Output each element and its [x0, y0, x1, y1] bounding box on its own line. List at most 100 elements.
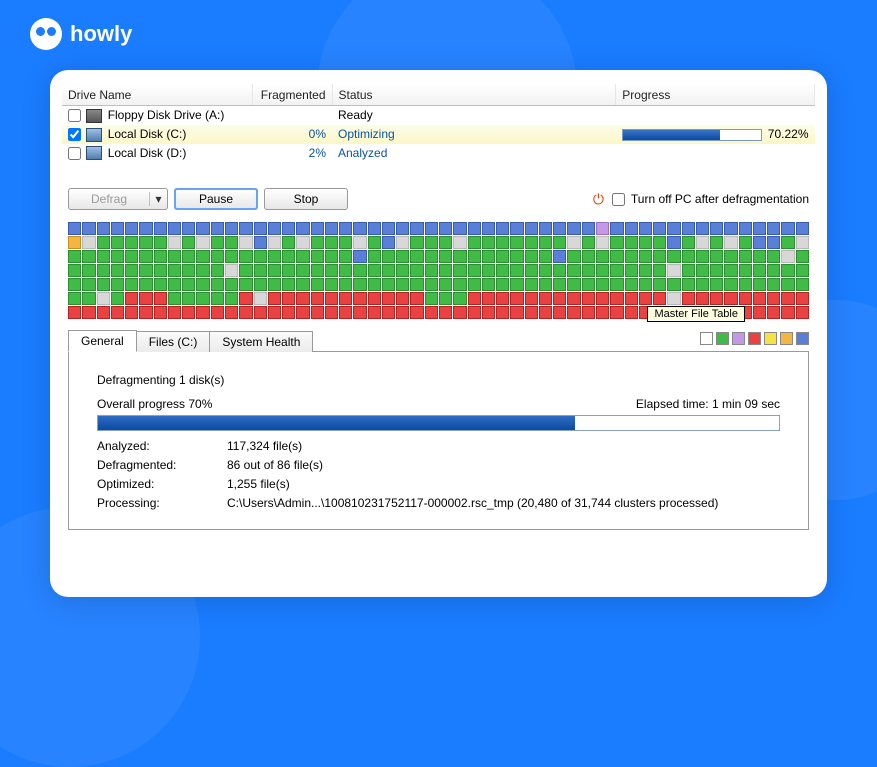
stat-key: Defragmented: — [97, 458, 227, 472]
map-cell — [739, 250, 752, 263]
map-cell — [196, 306, 209, 319]
map-cell — [211, 306, 224, 319]
map-cell — [139, 278, 152, 291]
tab-health[interactable]: System Health — [209, 331, 313, 352]
map-cell — [753, 278, 766, 291]
map-cell — [596, 222, 609, 235]
row-progress-bar — [622, 129, 762, 141]
map-cell — [553, 250, 566, 263]
map-cell — [567, 236, 580, 249]
col-frag[interactable]: Fragmented — [252, 84, 332, 106]
map-cell — [596, 306, 609, 319]
map-cell — [125, 222, 138, 235]
map-cell — [311, 264, 324, 277]
map-cell — [154, 278, 167, 291]
map-cell — [368, 222, 381, 235]
drive-row[interactable]: Local Disk (C:)0%Optimizing70.22% — [62, 125, 815, 144]
map-cell — [168, 306, 181, 319]
map-cell — [82, 292, 95, 305]
legend-swatch[interactable] — [764, 332, 777, 345]
map-cell — [182, 292, 195, 305]
map-cell — [625, 264, 638, 277]
col-status[interactable]: Status — [332, 84, 616, 106]
map-cell — [425, 292, 438, 305]
map-cell — [596, 264, 609, 277]
map-cell — [753, 250, 766, 263]
drive-row[interactable]: Local Disk (D:)2%Analyzed — [62, 144, 815, 163]
map-cell — [482, 264, 495, 277]
map-cell — [282, 292, 295, 305]
dropdown-arrow-icon[interactable]: ▾ — [149, 192, 167, 206]
map-cell — [553, 222, 566, 235]
map-cell — [682, 264, 695, 277]
map-cell — [382, 292, 395, 305]
stat-val: 117,324 file(s) — [227, 439, 302, 453]
map-cell — [696, 292, 709, 305]
map-cell — [353, 306, 366, 319]
legend-swatch[interactable] — [700, 332, 713, 345]
map-cell — [368, 306, 381, 319]
map-cell — [211, 264, 224, 277]
map-cell — [625, 306, 638, 319]
map-cell — [682, 250, 695, 263]
drive-row[interactable]: Floppy Disk Drive (A:)Ready — [62, 106, 815, 125]
map-cell — [525, 222, 538, 235]
drive-checkbox[interactable] — [68, 147, 81, 160]
legend-swatch[interactable] — [796, 332, 809, 345]
legend-swatch[interactable] — [716, 332, 729, 345]
map-cell — [767, 278, 780, 291]
map-cell — [567, 264, 580, 277]
col-name[interactable]: Drive Name — [62, 84, 252, 106]
col-progress[interactable]: Progress — [616, 84, 815, 106]
stop-button[interactable]: Stop — [264, 188, 348, 210]
floppy-icon — [86, 109, 102, 123]
map-cell — [168, 250, 181, 263]
map-cell — [682, 236, 695, 249]
map-cell — [482, 292, 495, 305]
map-cell — [696, 264, 709, 277]
map-cell — [82, 306, 95, 319]
legend-swatch[interactable] — [780, 332, 793, 345]
hdd-icon — [86, 128, 102, 142]
map-cell — [639, 278, 652, 291]
map-cell — [468, 306, 481, 319]
map-cell — [268, 222, 281, 235]
map-cell — [739, 292, 752, 305]
map-cell — [382, 306, 395, 319]
map-cell — [282, 264, 295, 277]
map-cell — [97, 264, 110, 277]
map-cell — [368, 236, 381, 249]
map-cell — [596, 236, 609, 249]
tab-general[interactable]: General — [68, 330, 137, 352]
pause-button[interactable]: Pause — [174, 188, 258, 210]
map-cell — [453, 292, 466, 305]
map-cell — [525, 264, 538, 277]
map-cell — [696, 250, 709, 263]
map-cell — [196, 292, 209, 305]
map-cell — [510, 292, 523, 305]
map-cell — [139, 264, 152, 277]
map-cell — [254, 264, 267, 277]
map-cell — [553, 264, 566, 277]
map-cell — [639, 250, 652, 263]
map-cell — [182, 236, 195, 249]
map-cell — [610, 292, 623, 305]
map-cell — [724, 222, 737, 235]
defrag-button[interactable]: Defrag ▾ — [68, 188, 168, 210]
map-cell — [653, 278, 666, 291]
map-cell — [724, 236, 737, 249]
map-cell — [453, 306, 466, 319]
map-cell — [468, 222, 481, 235]
legend-swatch[interactable] — [748, 332, 761, 345]
map-cell — [296, 236, 309, 249]
tab-files[interactable]: Files (C:) — [136, 331, 211, 352]
map-cell — [567, 292, 580, 305]
legend-swatch[interactable] — [732, 332, 745, 345]
map-cell — [710, 250, 723, 263]
map-cell — [567, 278, 580, 291]
drive-checkbox[interactable] — [68, 109, 81, 122]
turn-off-checkbox[interactable] — [612, 193, 625, 206]
map-cell — [739, 222, 752, 235]
drive-name: Local Disk (C:) — [108, 127, 187, 141]
drive-checkbox[interactable] — [68, 128, 81, 141]
